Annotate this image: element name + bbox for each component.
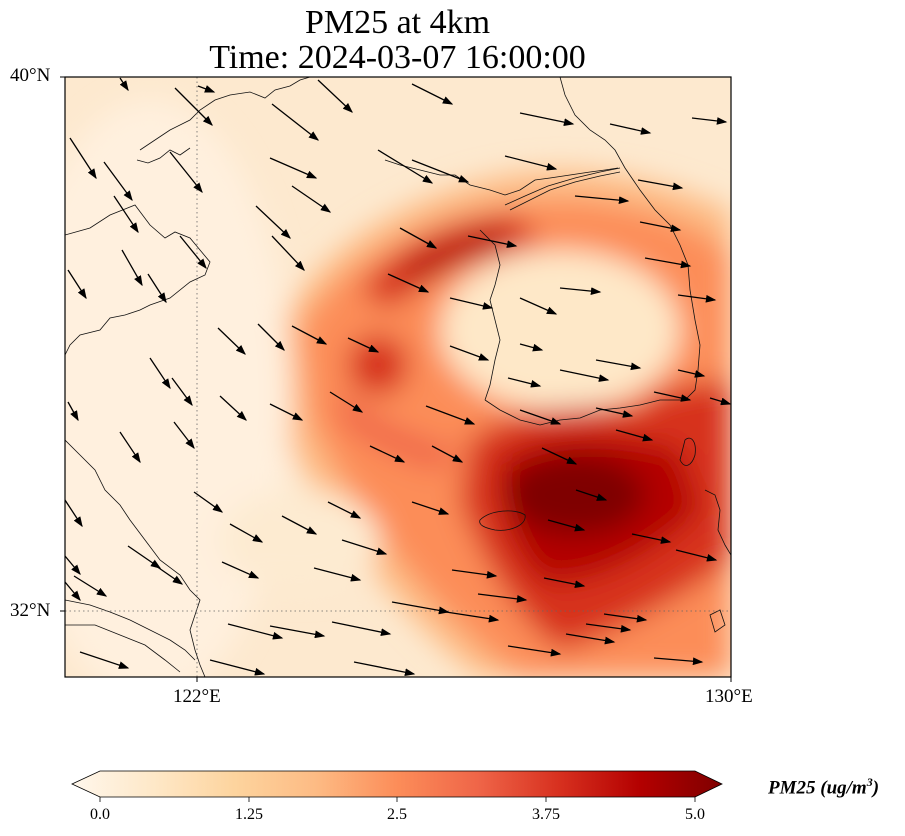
colorbar-tick-4: 5.0 — [665, 806, 725, 824]
pm25-field — [10, 77, 731, 700]
lon-label-122e: 122°E — [173, 686, 221, 708]
colorbar-tick-2: 2.5 — [367, 806, 427, 824]
lat-label-32n: 32°N — [10, 600, 50, 622]
colorbar — [72, 771, 722, 802]
lon-label-130e: 130°E — [705, 686, 753, 708]
lat-label-40n: 40°N — [10, 65, 50, 87]
colorbar-bar — [72, 771, 722, 797]
colorbar-tick-3: 3.75 — [516, 806, 576, 824]
colorbar-tick-1: 1.25 — [219, 806, 279, 824]
colorbar-tick-0: 0.0 — [70, 806, 130, 824]
colorbar-label: PM25 (ug/m3) — [768, 775, 879, 799]
wind-arrow — [210, 62, 230, 68]
